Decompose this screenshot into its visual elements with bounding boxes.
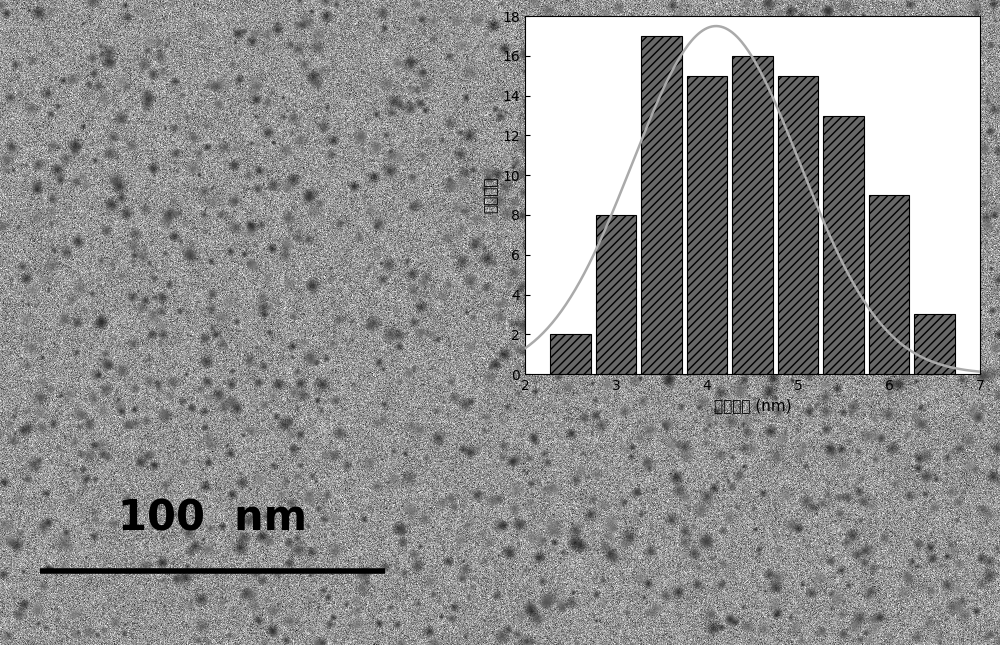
Bar [732, 56, 773, 374]
Bar [778, 75, 818, 374]
Bar [687, 75, 727, 374]
Bar [869, 195, 909, 374]
X-axis label: 粒径尺寸 (nm): 粒径尺寸 (nm) [714, 399, 791, 413]
Text: 100  nm: 100 nm [118, 498, 307, 540]
Bar [596, 215, 636, 374]
Bar [550, 334, 591, 374]
Bar [914, 315, 955, 374]
Bar [823, 115, 864, 374]
Bar [641, 36, 682, 374]
Y-axis label: 相对频率: 相对频率 [483, 177, 498, 213]
